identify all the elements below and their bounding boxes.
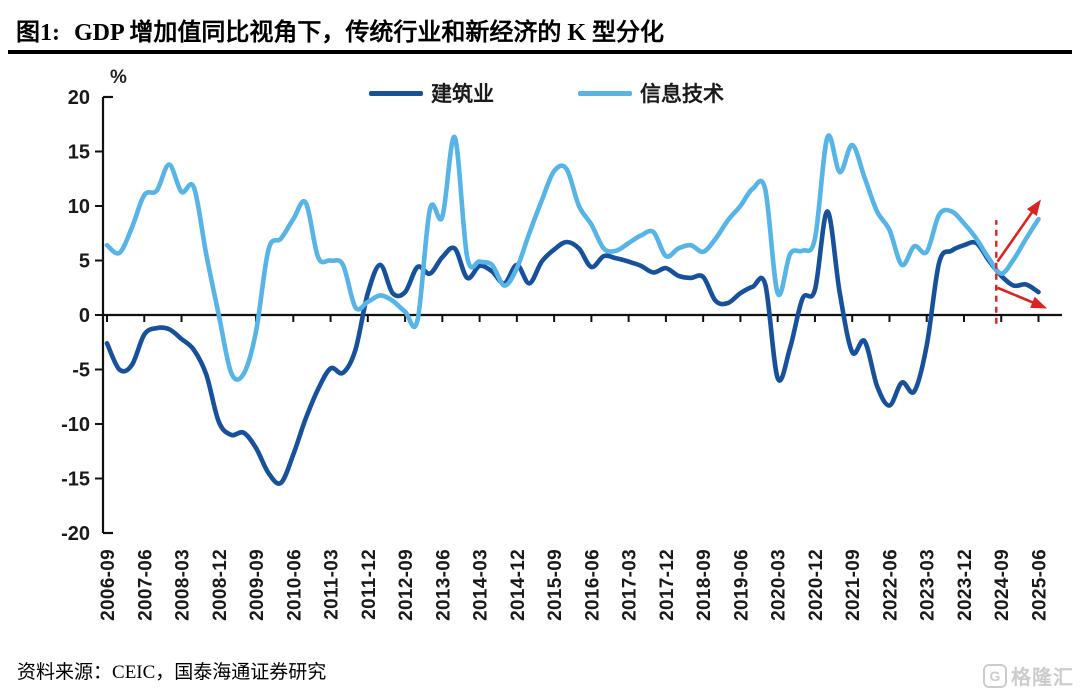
x-tick-label: 2008-03 — [173, 549, 194, 621]
x-tick-label: 2014-03 — [471, 549, 492, 621]
x-tick-label: 2018-09 — [694, 549, 715, 621]
annotation-construction-down-arrow-shaft — [997, 286, 1040, 307]
x-tick-label: 2011-12 — [359, 549, 380, 620]
x-tick-label: 2022-06 — [880, 549, 901, 621]
x-tick-label: 2012-09 — [396, 549, 417, 621]
y-tick-label: 15 — [68, 142, 90, 164]
watermark-text: 格隆汇 — [1011, 667, 1074, 689]
x-tick-label: 2009-09 — [247, 549, 268, 621]
it-series-line — [104, 133, 1041, 382]
x-tick-label: 2020-03 — [769, 549, 790, 621]
x-tick-label: 2017-03 — [620, 549, 641, 621]
x-tick-label: 2016-06 — [582, 549, 603, 621]
y-tick-label: -5 — [72, 360, 90, 382]
x-tick-label: 2023-12 — [955, 549, 976, 621]
figure-number: 图1: — [16, 20, 60, 46]
x-tick-label: 2006-09 — [98, 549, 119, 621]
source-text: CEIC，国泰海通证券研究 — [112, 662, 327, 683]
y-tick-label: -10 — [61, 414, 90, 436]
x-tick-label: 2017-12 — [657, 549, 678, 621]
y-axis-unit-label: % — [110, 67, 127, 88]
watermark: G 格隆汇 — [983, 661, 1074, 690]
watermark-logo-icon: G — [983, 663, 1007, 688]
figure-header: 图1: GDP 增加值同比视角下，传统行业和新经济的 K 型分化 — [16, 12, 1066, 47]
construction-legend-label: 建筑业 — [431, 82, 494, 106]
y-tick-label: 5 — [79, 251, 90, 273]
construction-line-swatch — [369, 90, 423, 96]
x-tick-label: 2019-06 — [731, 549, 752, 621]
x-tick-label: 2021-09 — [843, 549, 864, 621]
x-tick-label: 2013-06 — [433, 549, 454, 621]
it-legend-label: 信息技术 — [640, 82, 724, 106]
chart-legend: 建筑业 信息技术 — [369, 78, 724, 108]
construction-series-line — [104, 209, 1041, 486]
x-tick-label: 2020-12 — [806, 549, 827, 621]
y-tick-label: -15 — [61, 469, 90, 491]
x-tick-label: 2007-06 — [135, 549, 156, 621]
y-tick-label: -20 — [61, 523, 90, 545]
x-tick-label: 2008-12 — [210, 549, 231, 621]
source-note: 资料来源：CEIC，国泰海通证券研究 — [17, 657, 326, 684]
x-tick-label: 2023-03 — [918, 549, 939, 621]
x-tick-label: 2024-09 — [992, 549, 1013, 621]
annotation-it-up-arrow-shaft — [996, 205, 1038, 263]
title-divider — [8, 50, 1072, 54]
y-tick-label: 0 — [79, 305, 90, 327]
y-tick-label: 10 — [68, 196, 90, 218]
x-tick-label: 2011-03 — [322, 549, 343, 620]
annotation-it-up-arrow-head — [1026, 199, 1041, 217]
y-tick-label: 20 — [68, 87, 90, 109]
it-line-swatch — [578, 90, 632, 96]
legend-item-construction: 建筑业 — [369, 78, 494, 108]
source-label: 资料来源： — [17, 662, 113, 683]
x-tick-label: 2014-12 — [508, 549, 529, 621]
legend-item-it: 信息技术 — [578, 78, 724, 108]
x-tick-label: 2010-06 — [284, 549, 305, 621]
figure-title: GDP 增加值同比视角下，传统行业和新经济的 K 型分化 — [74, 20, 665, 46]
annotation-construction-down-arrow-head — [1030, 296, 1048, 309]
x-tick-label: 2015-09 — [545, 549, 566, 621]
x-tick-label: 2025-06 — [1030, 549, 1051, 621]
